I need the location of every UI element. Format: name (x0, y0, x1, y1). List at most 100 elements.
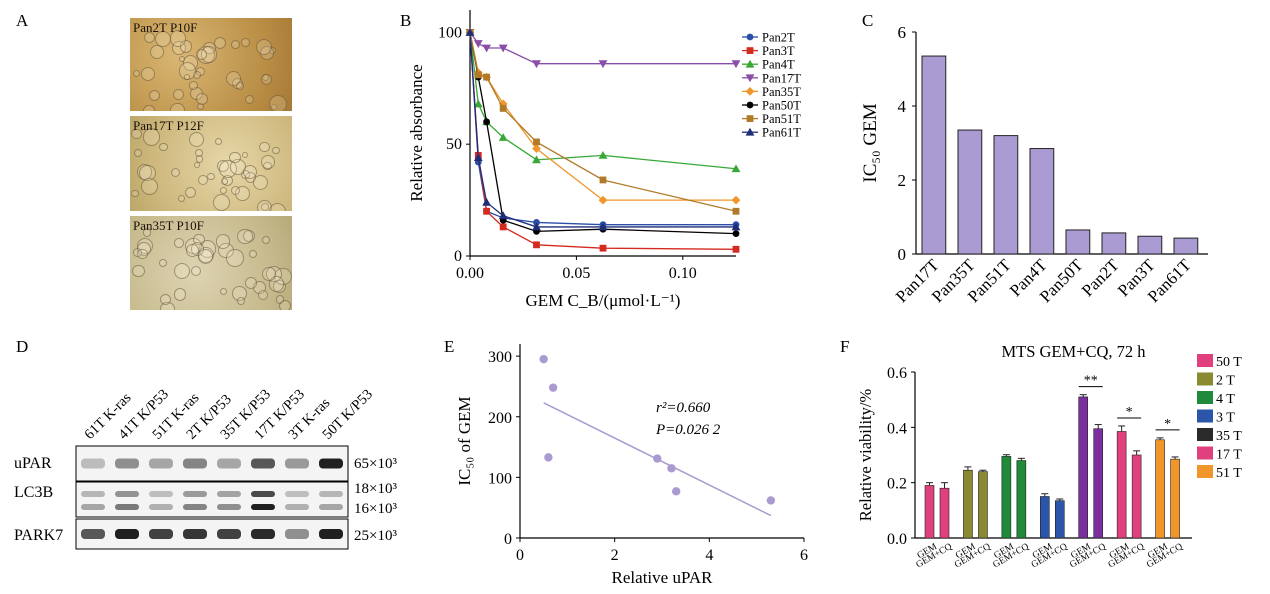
cell-spheroid (143, 105, 155, 111)
cell-spheroid (245, 277, 257, 290)
cell-spheroid (215, 234, 231, 249)
legend-swatch (1197, 391, 1213, 404)
legend-label: 4 T (1216, 392, 1235, 407)
cell-spheroid (221, 177, 229, 186)
cell-spheroid (174, 262, 191, 279)
cell-spheroid (159, 259, 167, 268)
cell-spheroid (256, 39, 273, 56)
data-point (533, 241, 540, 249)
blot-band (183, 491, 207, 497)
cell-spheroid (132, 264, 145, 278)
legend-label: 35 T (1216, 429, 1242, 444)
legend-swatch (1197, 409, 1213, 423)
cell-spheroid (178, 195, 186, 203)
cell-spheroid (190, 265, 202, 277)
cell-spheroid (229, 151, 241, 164)
bar (1039, 496, 1050, 539)
significance-marker: * (1126, 405, 1133, 420)
legend-swatch (1197, 446, 1213, 460)
cell-spheroid (252, 174, 268, 190)
blot-band (251, 529, 275, 539)
blot-band (149, 458, 173, 469)
cell-spheroid (170, 102, 185, 111)
cell-spheroid (215, 137, 223, 145)
legend-label: Pan50T (762, 99, 801, 113)
cell-spheroid (262, 266, 276, 281)
cell-spheroid (143, 31, 155, 44)
data-point (667, 464, 676, 473)
bar-pan2t (1101, 232, 1127, 255)
bar (1155, 439, 1165, 539)
legend-swatch (1197, 428, 1213, 441)
data-point (474, 71, 482, 79)
y-axis-label: IC₅₀ of GEM (455, 396, 474, 485)
data-point (731, 164, 741, 173)
data-point (745, 59, 755, 68)
bar (1116, 431, 1127, 539)
cell-spheroid (214, 37, 226, 49)
legend-label: Pan17T (762, 71, 801, 85)
data-point (532, 155, 541, 164)
blot-band (319, 529, 343, 539)
x-tick-label: 0 (516, 547, 524, 564)
bar (1170, 458, 1180, 539)
cell-spheroid (185, 187, 197, 199)
bar-pan4t (1029, 148, 1055, 255)
data-point (732, 230, 740, 238)
cell-spheroid (159, 293, 171, 306)
blot-band (81, 458, 105, 469)
cell-spheroid (278, 299, 291, 310)
blot-band (217, 504, 241, 510)
data-point (732, 207, 740, 215)
significance-marker: * (1164, 417, 1171, 432)
cell-spheroid (212, 194, 231, 211)
legend-label: 51 T (1216, 466, 1242, 481)
data-point (746, 47, 754, 54)
legend-swatch (1197, 372, 1213, 386)
chart-f-viability: MTS GEM+CQ, 72 h 0.0 0.2 0.4 0.6 Relative via… (856, 342, 1242, 570)
data-point (731, 60, 741, 69)
lane-label: 50T K/P53 (320, 386, 376, 442)
data-point (532, 222, 541, 231)
legend-swatch (1197, 465, 1213, 478)
cell-spheroid (269, 95, 287, 111)
data-point (533, 138, 540, 146)
blot-band (115, 491, 139, 497)
data-point (746, 101, 754, 109)
data-point (532, 144, 541, 154)
significance-marker: ** (1084, 374, 1098, 389)
data-point (731, 222, 741, 231)
y-axis-label: IC₅₀ GEM (860, 103, 881, 182)
cell-spheroid (195, 93, 208, 106)
data-point (672, 487, 681, 496)
cell-spheroid (174, 238, 184, 248)
bar-pan17t (921, 55, 947, 255)
cell-spheroid (130, 189, 139, 198)
cell-spheroid (220, 187, 228, 194)
cell-spheroid (150, 45, 165, 60)
blot-band (251, 458, 275, 469)
data-point (532, 60, 541, 69)
blot-band (183, 504, 207, 510)
x-tick-label: 0.00 (456, 265, 484, 282)
cell-spheroid (230, 40, 240, 50)
x-axis-label: Relative uPAR (612, 568, 714, 587)
legend-label: Pan51T (762, 112, 801, 126)
chart-title: MTS GEM+CQ, 72 h (1001, 342, 1146, 361)
cell-spheroid (188, 131, 205, 147)
mw-marker: 18×10³ (354, 481, 397, 497)
blot-band (115, 458, 139, 469)
legend-swatch (1197, 354, 1213, 367)
legend-label: 50 T (1216, 355, 1242, 370)
cell-spheroid (231, 185, 241, 195)
legend-label: Pan2T (762, 31, 795, 45)
data-point (653, 454, 662, 463)
cell-spheroid (259, 141, 271, 153)
blot-band (149, 491, 173, 497)
y-axis-label: Relative viability/% (856, 389, 875, 522)
cell-spheroid (183, 73, 191, 80)
data-point (598, 195, 608, 205)
cell-spheroid (207, 172, 215, 180)
